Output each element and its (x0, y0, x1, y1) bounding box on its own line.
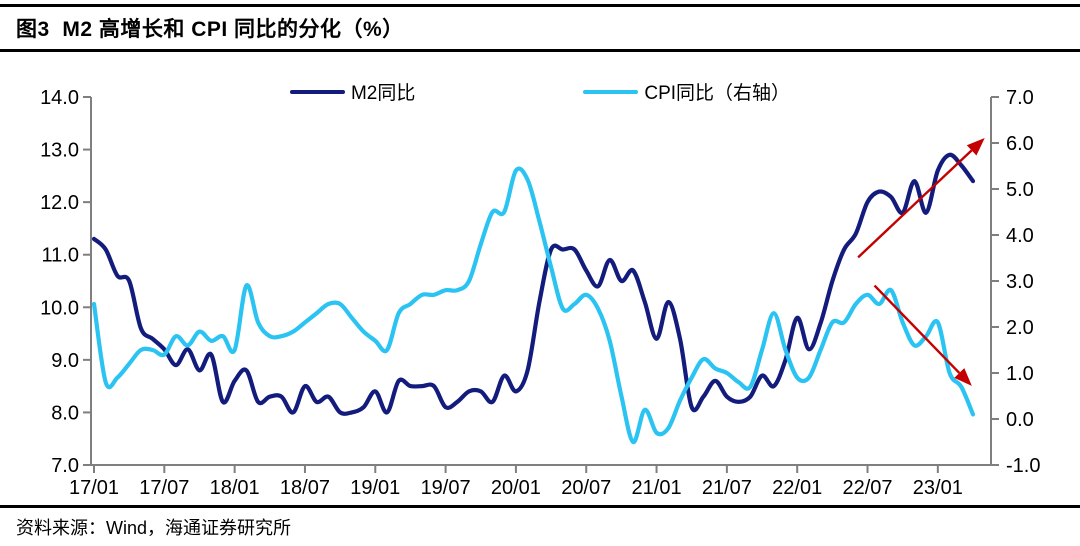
cpi-line-swatch-icon (583, 89, 639, 94)
m2-line-swatch-icon (289, 89, 345, 94)
right-axis-tick-label: 5.0 (1006, 179, 1034, 201)
cpi-downtrend-arrow-head-icon (954, 368, 972, 386)
x-axis-tick-label: 21/01 (632, 477, 682, 499)
left-axis-tick-label: 10.0 (40, 297, 79, 319)
legend-label-m2: M2同比 (350, 83, 416, 104)
x-axis-tick-label: 19/01 (350, 477, 400, 499)
x-axis-tick-label: 18/01 (210, 477, 260, 499)
x-axis-tick-label: 17/01 (69, 477, 119, 499)
right-axis-tick-label: 0.0 (1006, 409, 1034, 431)
left-axis-tick-label: 11.0 (42, 245, 79, 267)
right-axis-tick-label: -1.0 (1006, 455, 1040, 477)
right-axis-tick-label: 6.0 (1006, 133, 1034, 155)
left-axis-tick-label: 14.0 (40, 87, 79, 109)
x-axis-tick-label: 21/07 (702, 477, 752, 499)
title-divider-rule (0, 49, 1080, 52)
legend-label-cpi: CPI同比（右轴） (644, 83, 791, 104)
right-axis-tick-label: 1.0 (1006, 363, 1034, 385)
m2-series-line (91, 152, 976, 416)
figure-title: 图3 M2 高增长和 CPI 同比的分化（%） (16, 18, 404, 41)
x-axis-tick-label: 20/01 (491, 477, 541, 499)
right-axis-tick-label: 7.0 (1006, 87, 1034, 109)
left-axis-tick-label: 12.0 (40, 192, 79, 214)
cpi-downtrend-arrow (873, 284, 961, 374)
legend-item-m2: M2同比 (289, 78, 416, 105)
chart-legend: M2同比 CPI同比（右轴） (0, 78, 1080, 105)
m2-uptrend-arrow (857, 149, 973, 259)
m2-uptrend-arrow-head-icon (966, 138, 985, 156)
x-axis-tick-label: 22/07 (842, 477, 892, 499)
right-axis-tick-label: 3.0 (1006, 271, 1034, 293)
left-axis-tick-label: 9.0 (51, 350, 79, 372)
x-axis-tick-label: 22/01 (772, 477, 822, 499)
x-axis-tick-label: 17/07 (139, 477, 189, 499)
top-border-rule (0, 4, 1080, 7)
footer-divider-rule (0, 505, 1080, 508)
cpi-series-line (91, 166, 976, 445)
right-axis-tick-label: 4.0 (1006, 225, 1034, 247)
x-axis-tick-label: 23/01 (913, 477, 963, 499)
right-axis-tick-label: 2.0 (1006, 317, 1034, 339)
left-axis-tick-label: 13.0 (40, 140, 79, 162)
left-axis-tick-label: 8.0 (51, 402, 79, 424)
legend-item-cpi: CPI同比（右轴） (583, 78, 790, 105)
x-axis-tick-label: 18/07 (280, 477, 330, 499)
x-axis-tick-label: 20/07 (561, 477, 611, 499)
source-note: 资料来源：Wind，海通证券研究所 (16, 518, 292, 538)
left-axis-tick-label: 7.0 (51, 455, 79, 477)
x-axis-tick-label: 19/07 (421, 477, 471, 499)
